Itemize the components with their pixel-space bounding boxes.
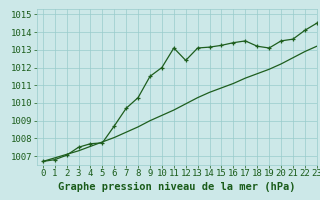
X-axis label: Graphe pression niveau de la mer (hPa): Graphe pression niveau de la mer (hPa) bbox=[58, 182, 296, 192]
